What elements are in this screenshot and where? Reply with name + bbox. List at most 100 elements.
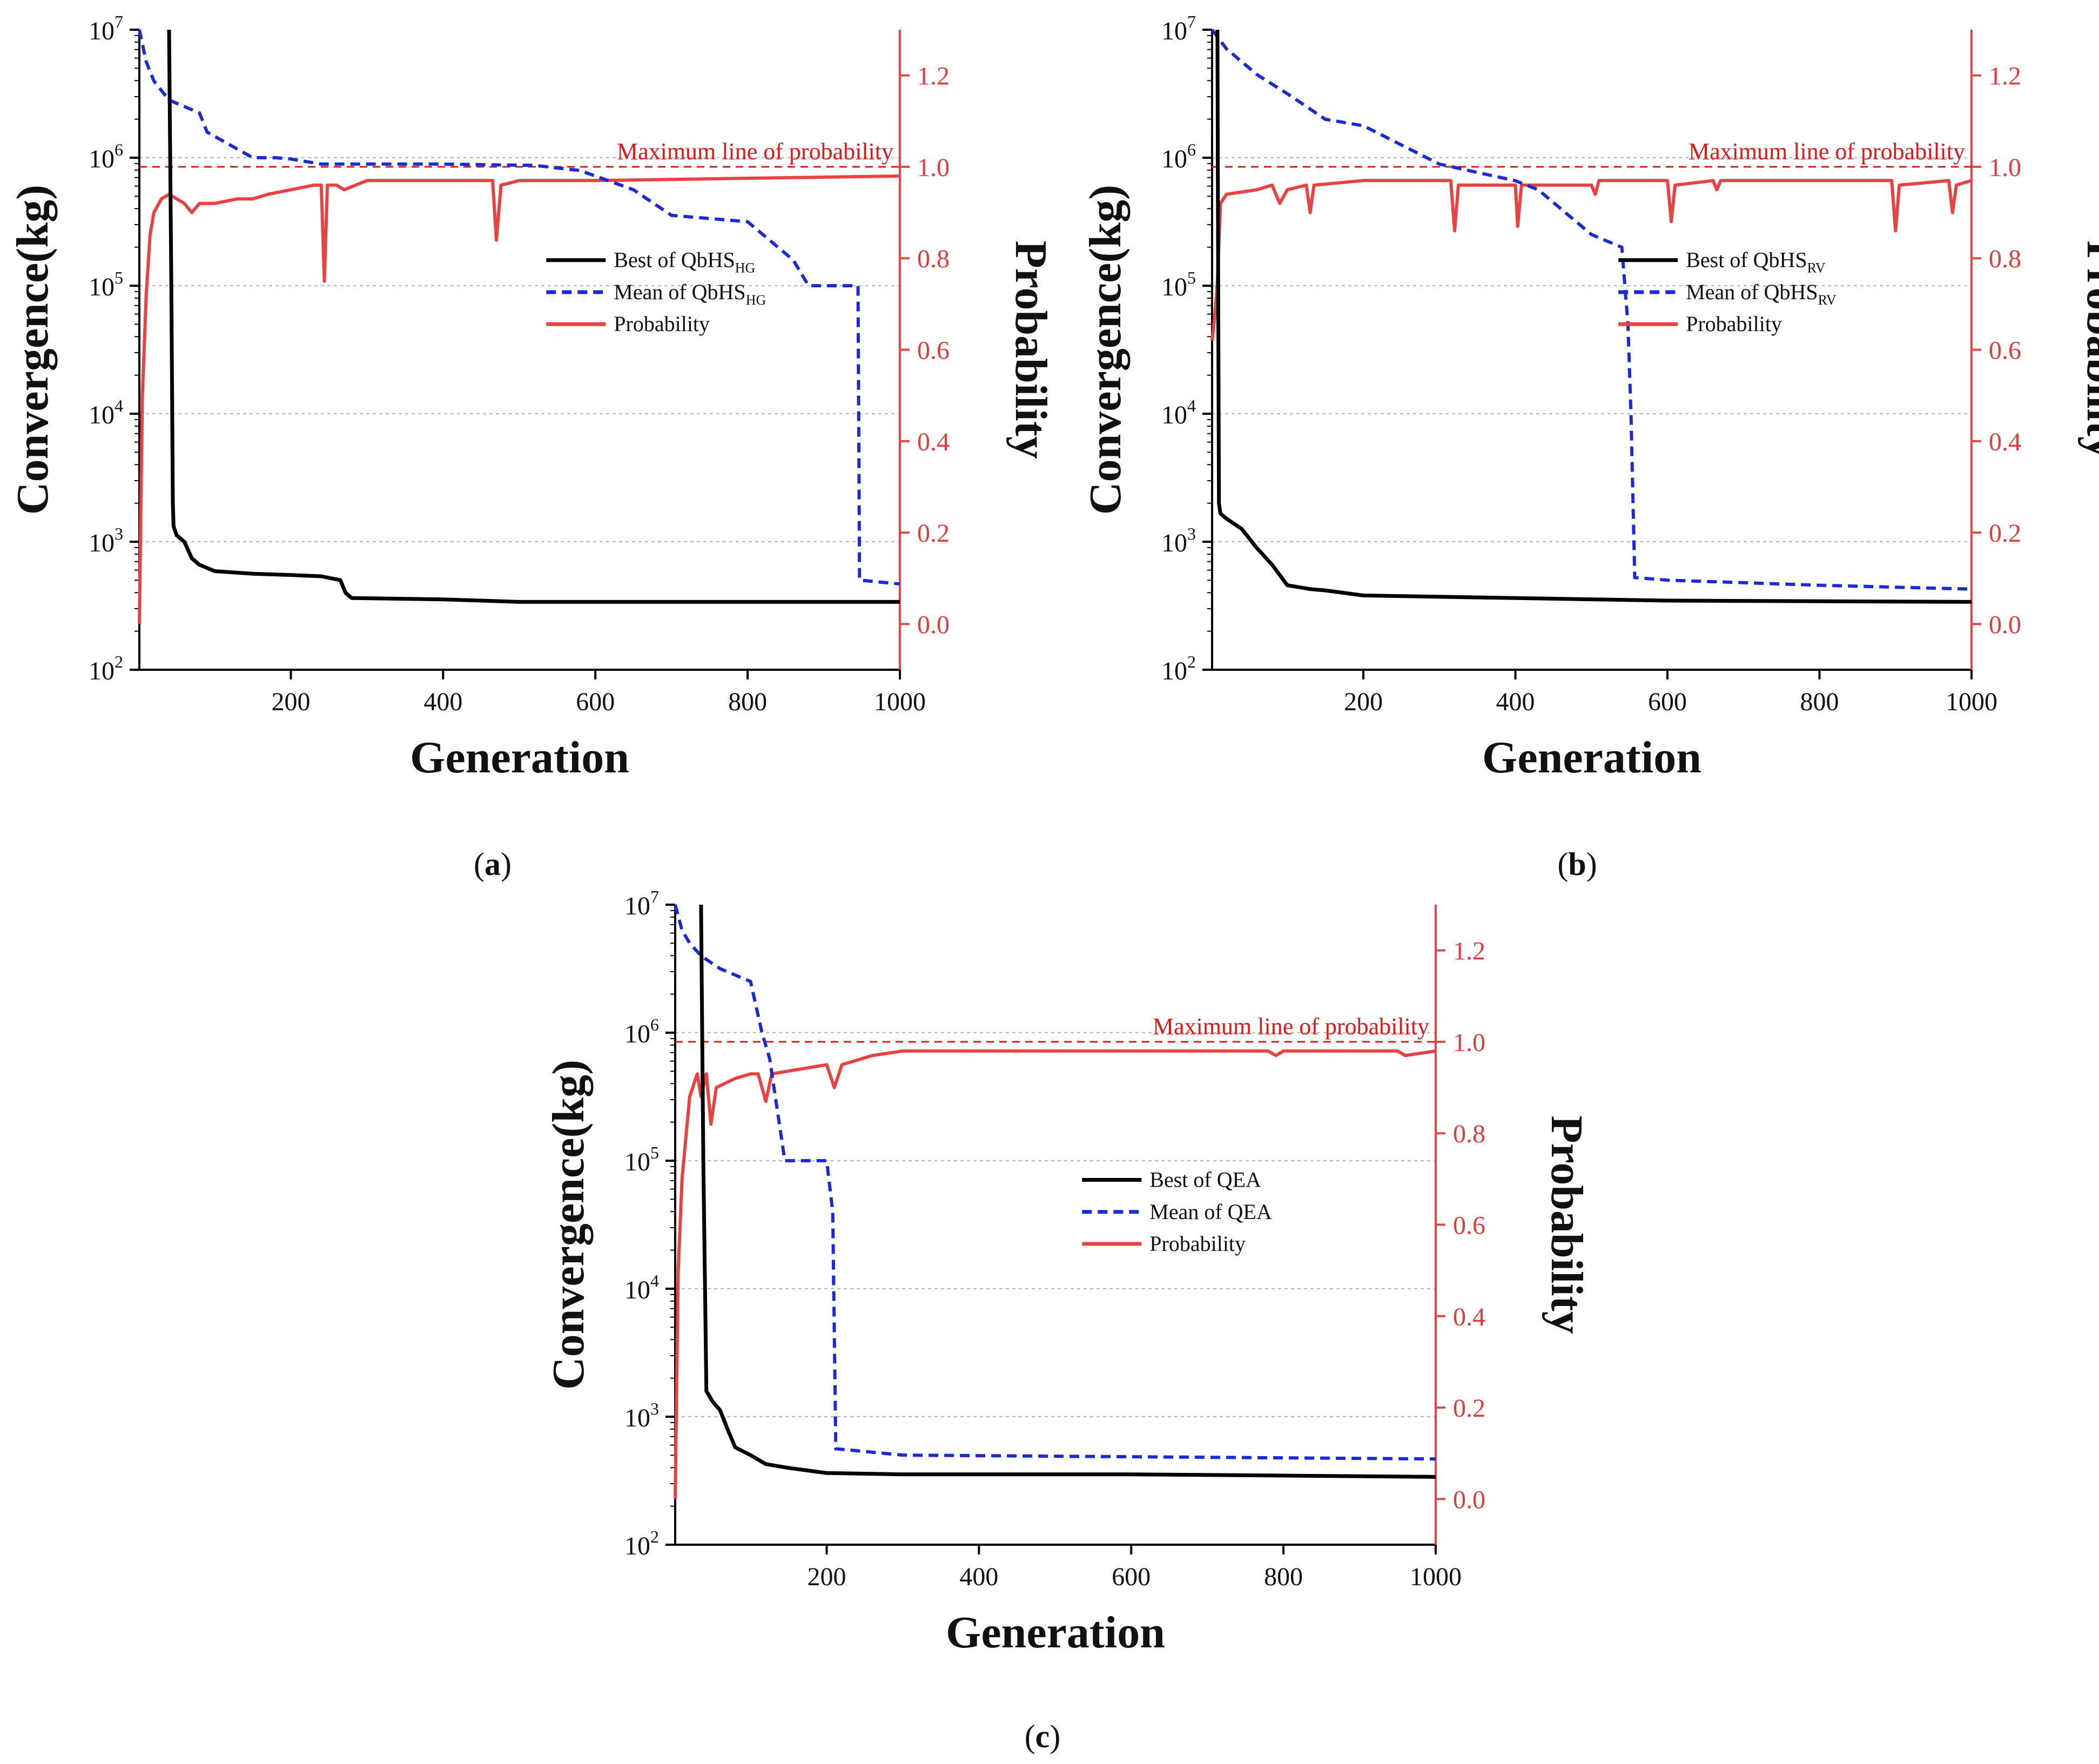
y-right-tick-label: 0.0: [917, 610, 950, 639]
y-right-tick-label: 0.6: [1453, 1211, 1485, 1240]
panel-a: 200 400 600 800 10001021031041051061070.00.2…: [8, 12, 1056, 882]
y-right-tick-label: 1.2: [917, 62, 950, 91]
y-left-tick-base: 10: [1161, 17, 1187, 45]
series-probability-line: [674, 1049, 1436, 1499]
y-left-tick-base: 10: [1161, 273, 1187, 301]
y-left-tick-base: 10: [89, 657, 115, 685]
y-right-tick-label: 0.0: [1453, 1485, 1485, 1514]
max-probability-label: Maximum line of probability: [617, 138, 893, 165]
y-right-axis-title: Probability: [1542, 1115, 1592, 1334]
y-right-tick-label: 0.4: [1989, 428, 2021, 456]
panel-caption: (c): [1025, 1719, 1061, 1754]
y-left-tick-exp: 4: [1187, 396, 1196, 415]
x-tick-label: 1000: [874, 688, 926, 716]
y-left-tick-label: 102: [89, 652, 123, 685]
x-tick-label: 1000: [1946, 688, 1997, 716]
y-right-tick-label: 1.0: [1989, 153, 2021, 182]
y-left-tick-exp: 6: [1187, 140, 1196, 159]
max-probability-label: Maximum line of probability: [1153, 1013, 1429, 1040]
y-right-tick-label: 1.0: [1453, 1028, 1485, 1057]
legend-entry-best: Best of QbHSRV: [1686, 248, 1826, 276]
y-left-tick-exp: 2: [115, 652, 123, 671]
y-right-tick-label: 0.8: [1989, 245, 2021, 273]
x-tick-label: 1000: [1410, 1563, 1462, 1591]
y-right-tick-label: 0.2: [1453, 1394, 1485, 1423]
y-left-tick-exp: 3: [115, 524, 123, 543]
series-best-line: [699, 904, 1436, 1479]
y-left-tick-label: 102: [1161, 652, 1196, 685]
y-left-tick-exp: 3: [650, 1399, 659, 1418]
x-tick-label: 800: [728, 688, 767, 716]
y-left-tick-base: 10: [624, 1148, 650, 1176]
legend-subscript: RV: [1818, 292, 1836, 308]
y-left-tick-base: 10: [624, 1532, 650, 1560]
legend-entry-mean: Mean of QbHSRV: [1686, 280, 1836, 308]
y-left-tick-label: 107: [624, 887, 659, 920]
series-probability-line: [1210, 179, 1972, 341]
series-mean-line: [1210, 29, 1972, 591]
y-left-tick-label: 105: [1161, 268, 1196, 301]
y-left-tick-exp: 5: [650, 1143, 659, 1162]
y-left-tick-exp: 6: [115, 140, 123, 159]
y-right-tick-label: 0.8: [1453, 1120, 1485, 1148]
x-tick-label: 200: [807, 1563, 846, 1591]
x-tick-label: 400: [423, 688, 462, 716]
legend-entry-mean: Mean of QEA: [1149, 1200, 1272, 1224]
legend-text: Mean of QbHS: [614, 280, 745, 304]
y-left-axis-title: Convergence(kg): [8, 185, 58, 515]
panel-b: 200 400 600 800 10001021031041051061070.00.2…: [1080, 12, 2099, 882]
y-left-tick-label: 107: [1161, 12, 1196, 45]
y-left-tick-exp: 3: [1187, 524, 1196, 543]
legend-subscript: HG: [735, 260, 756, 276]
legend-entry-probability: Probability: [614, 312, 710, 336]
y-right-tick-label: 0.6: [917, 336, 950, 365]
caption-letter: a: [485, 846, 501, 882]
legend-text: Mean of QbHS: [1686, 280, 1818, 304]
y-left-tick-base: 10: [624, 1020, 650, 1048]
legend-text: Probability: [1149, 1231, 1246, 1256]
y-right-tick-label: 0.4: [917, 428, 950, 456]
y-left-tick-base: 10: [624, 892, 650, 920]
y-left-tick-exp: 7: [115, 12, 123, 31]
y-right-tick-label: 0.2: [917, 519, 950, 548]
y-left-tick-base: 10: [1161, 657, 1187, 685]
y-left-tick-label: 103: [1161, 524, 1196, 557]
x-tick-label: 600: [1648, 688, 1687, 716]
y-left-tick-base: 10: [1161, 401, 1187, 429]
legend-text: Probability: [1686, 312, 1782, 336]
y-left-axis-title: Convergence(kg): [1080, 185, 1131, 515]
legend-subscript: RV: [1807, 260, 1826, 276]
x-tick-label: 400: [959, 1563, 998, 1591]
panel-caption: (a): [474, 846, 512, 882]
series-probability-line: [138, 174, 900, 624]
y-right-tick-label: 0.6: [1989, 336, 2021, 365]
y-left-tick-label: 104: [89, 396, 123, 429]
y-left-tick-base: 10: [1161, 529, 1187, 557]
x-tick-label: 800: [1800, 688, 1839, 716]
x-tick-label: 600: [1112, 1563, 1151, 1591]
legend-text: Best of QEA: [1149, 1168, 1261, 1192]
y-left-tick-base: 10: [624, 1404, 650, 1432]
y-left-tick-exp: 2: [650, 1527, 659, 1546]
y-left-tick-label: 104: [624, 1271, 659, 1304]
y-left-axis-title: Convergence(kg): [543, 1060, 594, 1390]
series-best-line: [1215, 29, 1972, 604]
x-axis-title: Generation: [410, 732, 629, 783]
y-left-tick-label: 104: [1161, 396, 1196, 429]
series-best-line: [167, 29, 900, 604]
y-right-axis-title: Probability: [2077, 240, 2099, 459]
legend-text: Probability: [614, 312, 710, 336]
legend-entry-best: Best of QbHSHG: [614, 248, 755, 276]
y-left-tick-exp: 2: [1187, 652, 1196, 671]
y-left-tick-base: 10: [89, 145, 115, 173]
y-left-tick-exp: 7: [1187, 12, 1196, 31]
legend-entry-mean: Mean of QbHSHG: [614, 280, 766, 308]
y-left-tick-label: 106: [1161, 140, 1196, 173]
y-left-tick-exp: 6: [650, 1015, 659, 1034]
y-left-tick-base: 10: [89, 529, 115, 557]
x-tick-label: 600: [576, 688, 615, 716]
legend-entry-best: Best of QEA: [1149, 1168, 1261, 1192]
series-mean-line: [674, 904, 1436, 1461]
x-tick-label: 200: [1344, 688, 1383, 716]
y-right-tick-label: 1.2: [1453, 937, 1485, 966]
